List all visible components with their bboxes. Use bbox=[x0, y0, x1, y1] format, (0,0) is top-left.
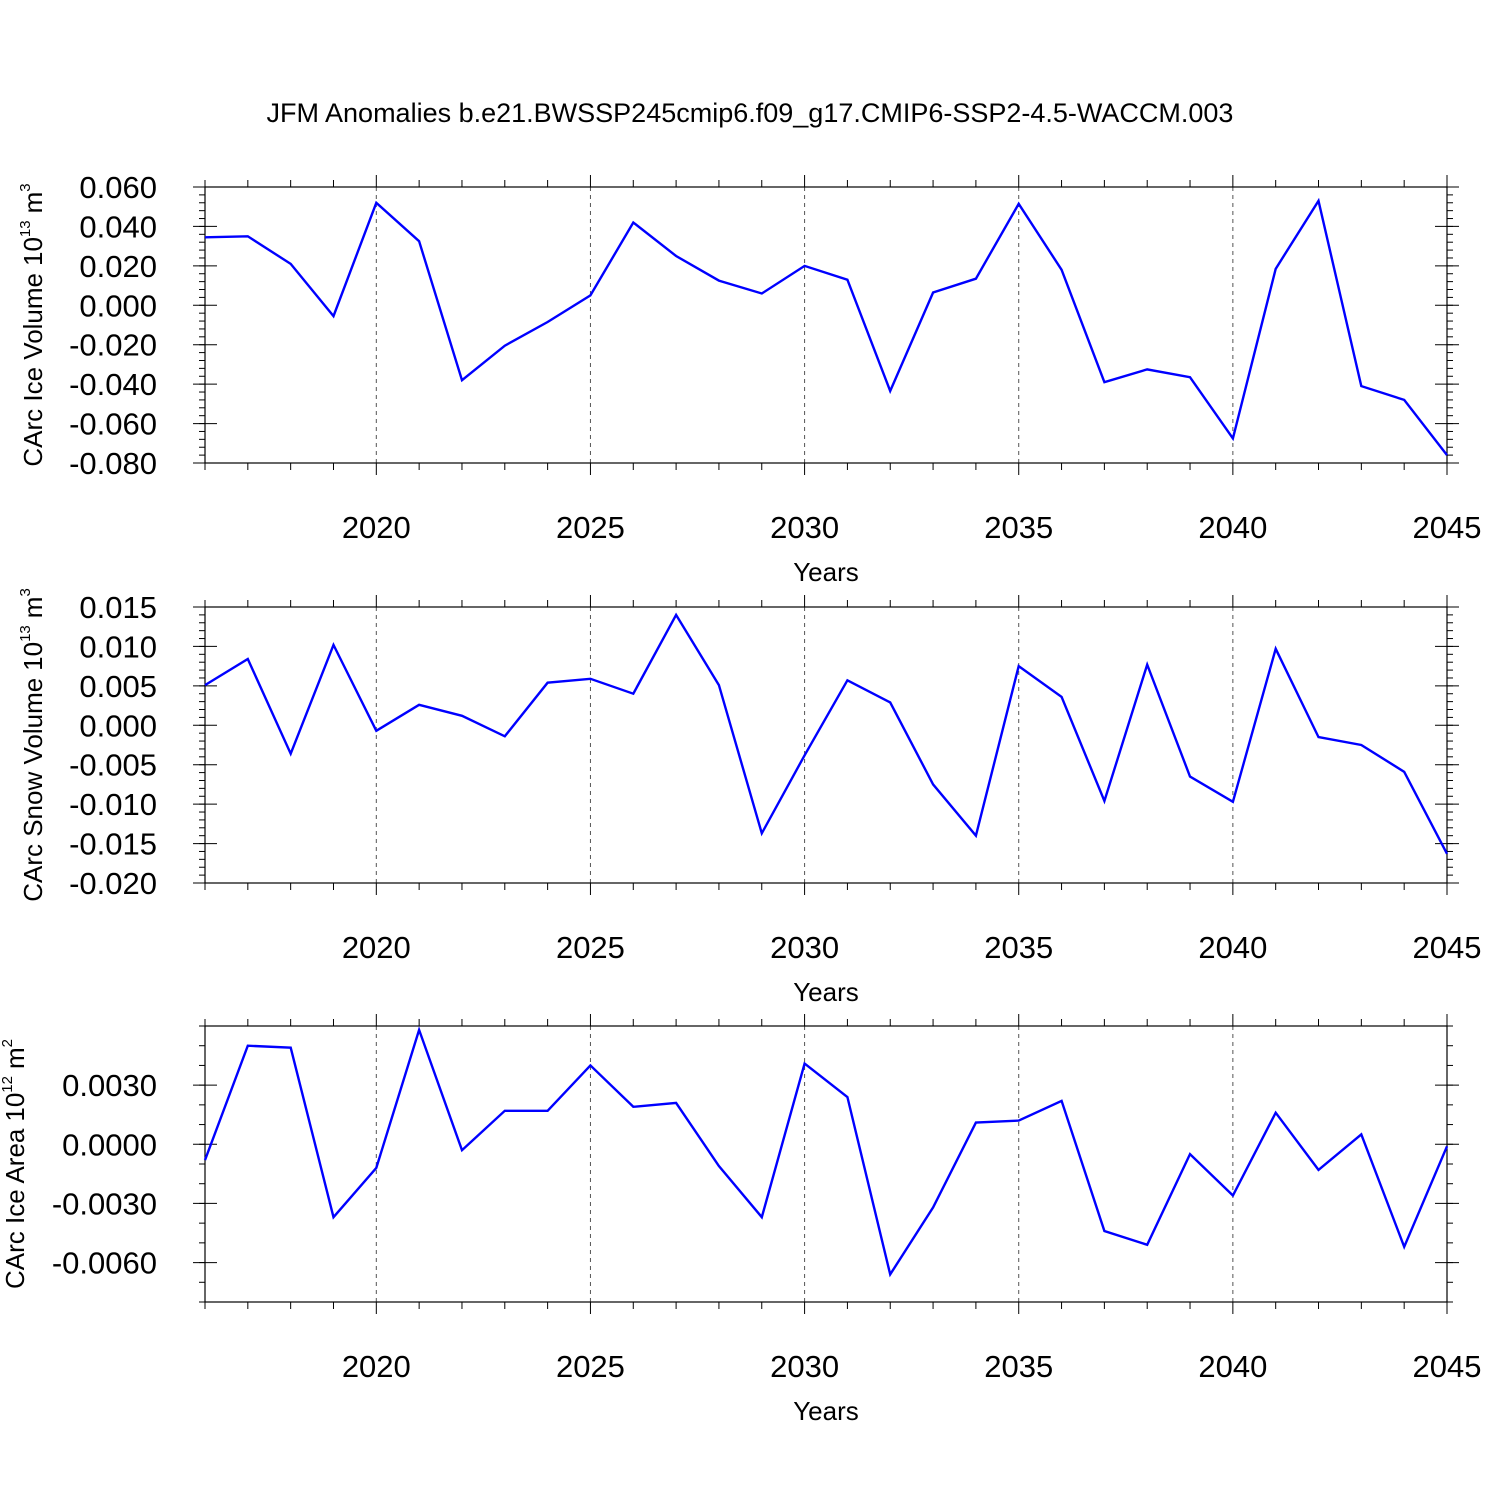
y-axis-unit-power: 2 bbox=[0, 1039, 16, 1047]
x-tick-label: 2035 bbox=[984, 1349, 1053, 1384]
y-tick-label: -0.010 bbox=[69, 787, 157, 822]
y-tick-label: -0.040 bbox=[69, 367, 157, 402]
y-axis-unit-exp: 13 bbox=[17, 625, 34, 642]
y-tick-label: 0.015 bbox=[79, 590, 157, 625]
y-tick-label: 0.000 bbox=[79, 708, 157, 743]
x-tick-label: 2045 bbox=[1413, 1349, 1482, 1384]
plot-frame bbox=[204, 186, 1448, 464]
y-axis-label-text: CArc Ice Volume bbox=[18, 273, 48, 467]
y-tick-label: -0.005 bbox=[69, 748, 157, 783]
x-tick-label: 2025 bbox=[556, 1349, 625, 1384]
plot-frame bbox=[204, 1025, 1448, 1303]
y-tick-label: -0.0030 bbox=[52, 1186, 157, 1221]
y-axis-label: CArc Snow Volume 1013 m3 bbox=[17, 588, 48, 902]
y-axis-unit-base: 10 bbox=[18, 642, 48, 671]
x-tick-label: 2020 bbox=[342, 510, 411, 545]
x-tick-label: 2020 bbox=[342, 930, 411, 965]
series-line bbox=[203, 1026, 1449, 1278]
y-tick-label: 0.005 bbox=[79, 669, 157, 704]
y-axis-unit-power: 3 bbox=[17, 183, 34, 191]
y-axis-unit-exp: 12 bbox=[0, 1076, 16, 1093]
y-tick-label: 0.0030 bbox=[62, 1068, 157, 1103]
chart-panel-2: 0.015 0.010 0.005 0.000 -0.005 -0.010 -0.015 -0… bbox=[17, 588, 1481, 1007]
y-tick-label: 0.060 bbox=[79, 170, 157, 205]
x-tick-label: 2030 bbox=[770, 1349, 839, 1384]
x-tick-label: 2035 bbox=[984, 510, 1053, 545]
y-tick-label: -0.080 bbox=[69, 446, 157, 481]
x-axis-label: Years bbox=[793, 557, 859, 587]
y-axis-label-text: CArc Ice Area bbox=[0, 1128, 30, 1289]
y-tick-label: 0.0000 bbox=[62, 1127, 157, 1162]
y-axis-unit-base: 10 bbox=[0, 1093, 30, 1122]
series-line bbox=[204, 197, 1448, 456]
series-line bbox=[204, 612, 1449, 855]
x-tick-label: 2040 bbox=[1198, 930, 1267, 965]
y-tick-label: 0.000 bbox=[79, 288, 157, 323]
y-axis-label: CArc Ice Area 1012 m2 bbox=[0, 1039, 30, 1289]
y-axis-label: CArc Ice Volume 1013 m3 bbox=[17, 183, 48, 466]
y-tick-label: -0.015 bbox=[69, 827, 157, 862]
x-tick-label: 2030 bbox=[770, 930, 839, 965]
y-axis-label-text: CArc Snow Volume bbox=[18, 678, 48, 902]
y-tick-label: -0.020 bbox=[69, 328, 157, 363]
page-title: JFM Anomalies b.e21.BWSSP245cmip6.f09_g1… bbox=[266, 98, 1234, 128]
y-axis-unit-base: 10 bbox=[18, 237, 48, 266]
y-tick-label: -0.020 bbox=[69, 866, 157, 901]
x-tick-label: 2030 bbox=[770, 510, 839, 545]
y-tick-label: 0.020 bbox=[79, 249, 157, 284]
x-tick-label: 2045 bbox=[1413, 510, 1482, 545]
y-axis-unit-rest: m bbox=[18, 597, 48, 619]
y-tick-label: -0.060 bbox=[69, 407, 157, 442]
y-tick-label: 0.040 bbox=[79, 209, 157, 244]
y-axis-unit-exp: 13 bbox=[17, 220, 34, 237]
y-tick-label: 0.010 bbox=[79, 629, 157, 664]
x-tick-label: 2040 bbox=[1198, 1349, 1267, 1384]
x-tick-label: 2020 bbox=[342, 1349, 411, 1384]
y-axis-unit-rest: m bbox=[0, 1047, 30, 1069]
x-tick-label: 2025 bbox=[556, 930, 625, 965]
x-tick-label: 2045 bbox=[1413, 930, 1482, 965]
y-axis-unit-rest: m bbox=[18, 192, 48, 214]
x-tick-label: 2025 bbox=[556, 510, 625, 545]
x-axis-label: Years bbox=[793, 977, 859, 1007]
y-axis-unit-power: 3 bbox=[17, 588, 34, 596]
chart-panel-1: 0.060 0.040 0.020 0.000 -0.020 -0.040 -0.060 -0… bbox=[17, 170, 1481, 587]
y-tick-label: -0.0060 bbox=[52, 1246, 157, 1281]
plot-frame bbox=[204, 606, 1448, 884]
x-tick-label: 2040 bbox=[1198, 510, 1267, 545]
x-tick-label: 2035 bbox=[984, 930, 1053, 965]
chart-panel-3: 0.0030 0.0000 -0.0030 -0.0060 2020 2025 2030 20… bbox=[0, 1014, 1481, 1426]
x-axis-label: Years bbox=[793, 1396, 859, 1426]
